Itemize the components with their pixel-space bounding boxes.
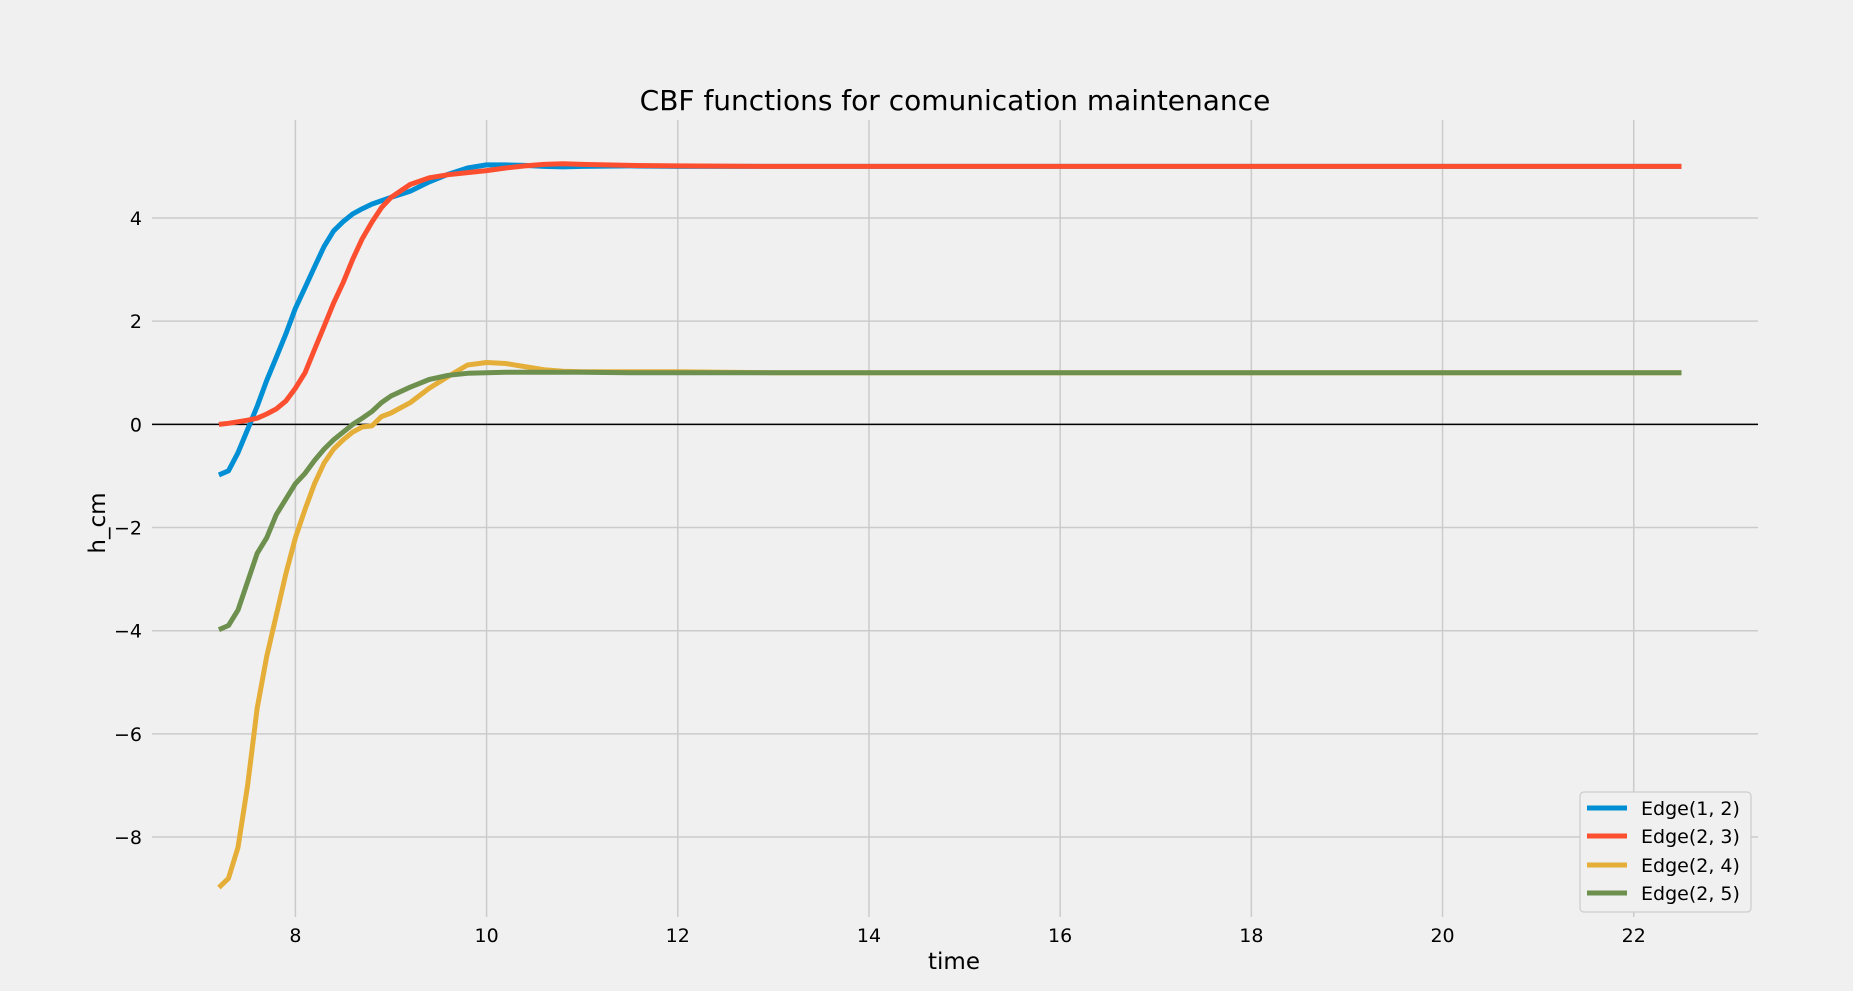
legend-item-edge-2-3[interactable]: Edge(2, 3): [1587, 826, 1740, 848]
x-tick-label: 12: [666, 925, 690, 947]
x-tick-label: 10: [474, 925, 498, 947]
series-line-edge-2-5: [217, 369, 1682, 632]
y-axis-label: h_cm: [85, 492, 111, 553]
series-lines: [217, 161, 1682, 890]
y-tick-label: −2: [114, 518, 142, 540]
legend-label: Edge(2, 5): [1641, 883, 1740, 905]
x-tick-label: 16: [1048, 925, 1072, 947]
x-tick-label: 8: [289, 925, 301, 947]
legend-label: Edge(2, 4): [1641, 855, 1740, 877]
y-tick-label: 0: [130, 414, 142, 436]
legend-frame: [1579, 791, 1752, 913]
x-axis-label: time: [928, 949, 980, 975]
y-tick-label: 4: [130, 208, 142, 230]
chart-title: CBF functions for comunication maintenan…: [640, 84, 1271, 117]
x-tick-label: 20: [1430, 925, 1454, 947]
series-line-edge-2-3: [218, 161, 1682, 427]
y-tick-label: −6: [114, 724, 142, 746]
legend-label: Edge(2, 3): [1641, 826, 1740, 848]
legend[interactable]: Edge(1, 2) Edge(2, 3) Edge(2, 4) Edge(2,…: [1579, 791, 1752, 913]
x-tick-label: 22: [1622, 925, 1646, 947]
legend-item-edge-2-4[interactable]: Edge(2, 4): [1587, 855, 1740, 877]
legend-item-edge-1-2[interactable]: Edge(1, 2): [1587, 798, 1740, 820]
x-tick-label: 14: [857, 925, 881, 947]
legend-item-edge-2-5[interactable]: Edge(2, 5): [1587, 883, 1740, 905]
x-tick-label: 18: [1239, 925, 1263, 947]
y-tick-label: −8: [114, 827, 142, 849]
y-tick-label: 2: [130, 311, 142, 333]
y-tick-label: −4: [114, 621, 142, 643]
legend-label: Edge(1, 2): [1641, 798, 1740, 820]
